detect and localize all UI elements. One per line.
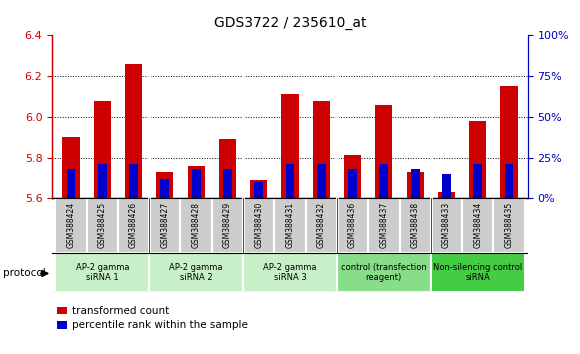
Legend: transformed count, percentile rank within the sample: transformed count, percentile rank withi… <box>57 306 248 330</box>
Bar <box>285 164 295 198</box>
Text: GSM388436: GSM388436 <box>348 202 357 248</box>
Bar <box>400 198 431 253</box>
Bar <box>379 164 388 198</box>
Bar <box>431 198 462 253</box>
Bar <box>501 86 517 198</box>
Bar <box>306 198 337 253</box>
Text: Non-silencing control
siRNA: Non-silencing control siRNA <box>433 263 523 282</box>
Bar <box>337 253 431 292</box>
Bar <box>469 121 487 198</box>
Text: GSM388437: GSM388437 <box>379 202 389 248</box>
Text: protocol: protocol <box>3 268 46 278</box>
Bar <box>431 253 525 292</box>
Bar <box>375 105 393 198</box>
Bar <box>180 198 212 253</box>
Bar <box>93 101 111 198</box>
Bar <box>129 164 138 198</box>
Bar <box>67 169 75 198</box>
Bar <box>442 174 451 198</box>
Bar <box>223 169 232 198</box>
Text: GSM388434: GSM388434 <box>473 202 482 248</box>
Bar <box>243 253 337 292</box>
Bar <box>368 198 400 253</box>
Text: GSM388429: GSM388429 <box>223 202 232 248</box>
Bar <box>254 182 263 198</box>
Bar <box>55 198 86 253</box>
Bar <box>161 179 169 198</box>
Bar <box>219 139 236 198</box>
Text: GDS3722 / 235610_at: GDS3722 / 235610_at <box>214 16 366 30</box>
Bar <box>411 169 419 198</box>
Bar <box>494 198 525 253</box>
Text: GSM388424: GSM388424 <box>67 202 75 248</box>
Bar <box>250 180 267 198</box>
Text: GSM388425: GSM388425 <box>98 202 107 248</box>
Bar <box>187 166 205 198</box>
Text: GSM388427: GSM388427 <box>160 202 169 248</box>
Bar <box>337 198 368 253</box>
Bar <box>149 253 243 292</box>
Bar <box>55 253 149 292</box>
Bar <box>98 164 107 198</box>
Bar <box>438 192 455 198</box>
Bar <box>462 198 494 253</box>
Text: AP-2 gamma
siRNA 3: AP-2 gamma siRNA 3 <box>263 263 317 282</box>
Bar <box>274 198 306 253</box>
Bar <box>281 95 299 198</box>
Text: control (transfection
reagent): control (transfection reagent) <box>341 263 427 282</box>
Bar <box>212 198 243 253</box>
Bar <box>192 169 201 198</box>
Text: AP-2 gamma
siRNA 1: AP-2 gamma siRNA 1 <box>75 263 129 282</box>
Bar <box>407 172 424 198</box>
Bar <box>118 198 149 253</box>
Bar <box>125 64 142 198</box>
Text: GSM388428: GSM388428 <box>191 202 201 248</box>
Bar <box>348 169 357 198</box>
Bar <box>344 155 361 198</box>
Text: GSM388435: GSM388435 <box>505 202 513 248</box>
Text: GSM388438: GSM388438 <box>411 202 420 248</box>
Bar <box>63 137 79 198</box>
Text: GSM388430: GSM388430 <box>254 202 263 248</box>
Text: AP-2 gamma
siRNA 2: AP-2 gamma siRNA 2 <box>169 263 223 282</box>
Bar <box>156 172 173 198</box>
Bar <box>473 164 482 198</box>
Bar <box>243 198 274 253</box>
Text: GSM388432: GSM388432 <box>317 202 326 248</box>
Text: GSM388426: GSM388426 <box>129 202 138 248</box>
Bar <box>149 198 180 253</box>
Bar <box>317 164 326 198</box>
Bar <box>505 164 513 198</box>
Text: GSM388433: GSM388433 <box>442 202 451 248</box>
Bar <box>86 198 118 253</box>
Text: GSM388431: GSM388431 <box>285 202 295 248</box>
Bar <box>313 101 330 198</box>
